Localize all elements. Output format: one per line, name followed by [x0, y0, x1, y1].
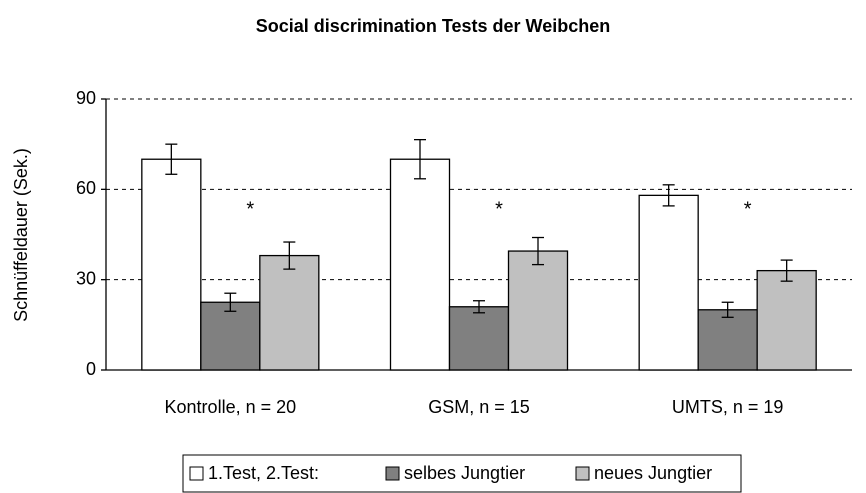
error-bar	[473, 300, 485, 314]
bar	[200, 301, 261, 371]
y-tick-label: 30	[76, 268, 96, 288]
legend-swatch	[385, 466, 400, 481]
bar	[141, 158, 202, 371]
legend-label: 1.Test, 2.Test:	[208, 463, 319, 483]
error-bar	[165, 143, 178, 175]
error-bar	[414, 138, 426, 180]
y-tick-label: 60	[76, 178, 96, 198]
y-tick-label: 90	[76, 88, 96, 108]
annotation: *	[495, 198, 503, 220]
x-tick-label: UMTS, n = 19	[672, 397, 784, 417]
annotation: *	[744, 198, 752, 220]
error-bar	[721, 301, 734, 318]
bar	[448, 306, 510, 371]
legend-label: selbes Jungtier	[404, 463, 525, 483]
error-bar	[283, 241, 296, 270]
chart-title: Social discrimination Tests der Weibchen	[256, 16, 610, 36]
bar	[638, 194, 699, 371]
legend-swatch	[189, 466, 204, 481]
bar	[756, 269, 817, 371]
bar	[259, 254, 320, 371]
bar	[507, 250, 569, 371]
error-bar	[224, 292, 237, 312]
bar	[697, 309, 758, 371]
legend-swatch	[575, 466, 590, 481]
x-tick-label: GSM, n = 15	[428, 397, 530, 417]
legend-label: neues Jungtier	[594, 463, 712, 483]
error-bar	[662, 184, 675, 207]
bar	[389, 158, 451, 371]
annotation: *	[246, 198, 254, 220]
x-tick-label: Kontrolle, n = 20	[165, 397, 297, 417]
y-tick-label: 0	[86, 359, 96, 379]
error-bar	[532, 236, 544, 266]
legend-box	[182, 454, 742, 493]
y-axis-label: Schnüffeldauer (Sek.)	[11, 148, 31, 322]
error-bar	[780, 259, 793, 282]
